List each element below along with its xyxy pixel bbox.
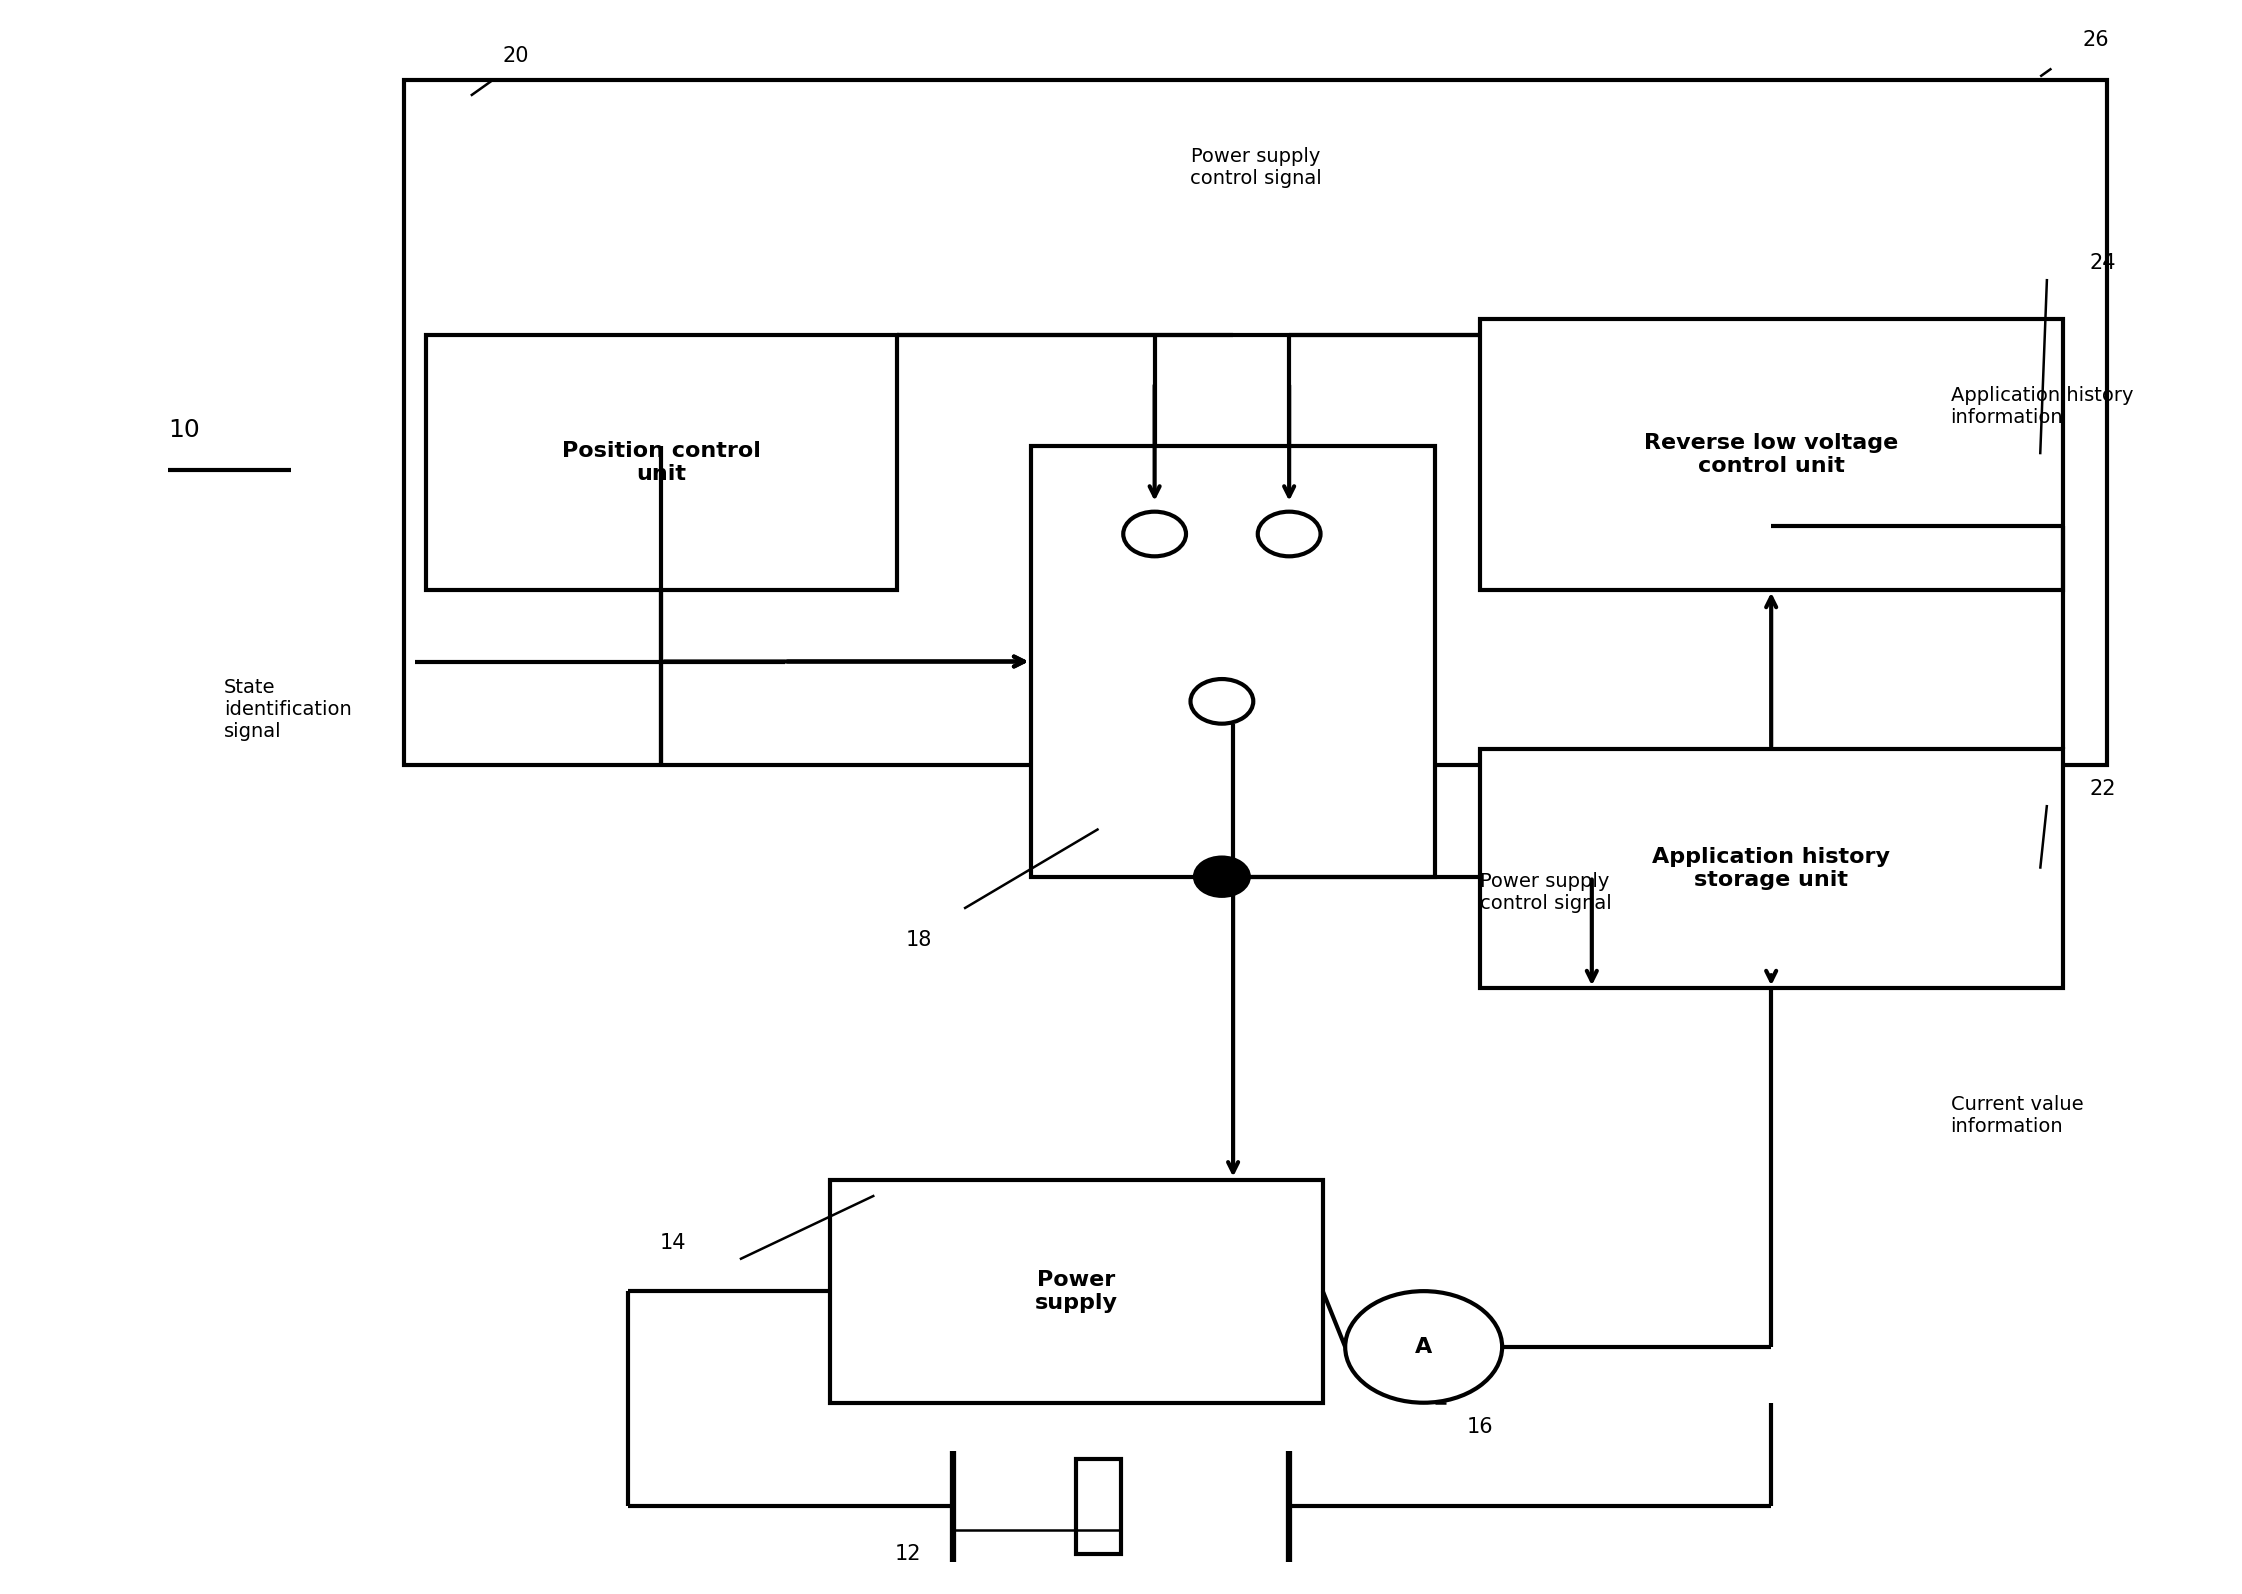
Text: Power supply
control signal: Power supply control signal [1480, 872, 1612, 913]
Text: 10: 10 [168, 418, 200, 443]
Text: Current value
information: Current value information [1951, 1095, 2083, 1137]
Text: Power supply
control signal: Power supply control signal [1191, 147, 1321, 188]
Circle shape [1123, 512, 1186, 556]
Text: A: A [1415, 1337, 1433, 1356]
Bar [1031, 446, 1435, 877]
Text: 26: 26 [2083, 30, 2110, 49]
Text: 22: 22 [2090, 779, 2116, 799]
Bar [1480, 319, 2063, 590]
Bar [830, 1180, 1323, 1403]
Bar [404, 80, 2107, 765]
Bar [426, 335, 897, 590]
Text: 24: 24 [2090, 253, 2116, 273]
Text: 12: 12 [895, 1545, 921, 1564]
Text: 18: 18 [906, 931, 933, 950]
Circle shape [1191, 679, 1253, 724]
Circle shape [1258, 512, 1321, 556]
Text: Application history
information: Application history information [1951, 386, 2132, 427]
Text: Power
supply: Power supply [1034, 1269, 1119, 1313]
Text: 16: 16 [1466, 1417, 1493, 1436]
Text: 20: 20 [502, 46, 529, 65]
Bar [1480, 749, 2063, 988]
Circle shape [1195, 858, 1249, 896]
Text: Position control
unit: Position control unit [563, 440, 760, 485]
Circle shape [1345, 1291, 1502, 1403]
Text: State
identification
signal: State identification signal [224, 677, 352, 741]
Bar [1076, 1459, 1121, 1554]
Text: 14: 14 [659, 1234, 686, 1253]
Text: Reverse low voltage
control unit: Reverse low voltage control unit [1643, 432, 1899, 477]
Text: Application history
storage unit: Application history storage unit [1652, 846, 1890, 891]
